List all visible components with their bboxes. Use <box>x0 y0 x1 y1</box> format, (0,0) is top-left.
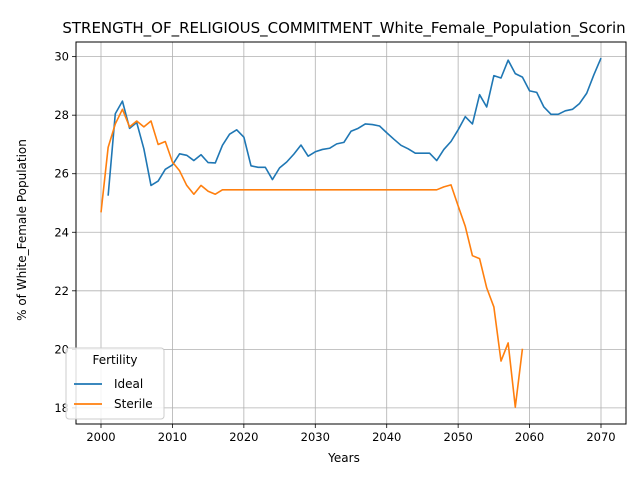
series-line-sterile <box>100 108 524 408</box>
y-tick-label: 18 <box>54 401 69 415</box>
y-tick-label: 26 <box>54 167 69 181</box>
x-tick-label: 2070 <box>586 430 615 444</box>
y-tick-label: 28 <box>54 108 69 122</box>
axis-ticks: 2000 2010 2020 2030 2040 2050 2060 2070 18 20 22 24… <box>54 50 615 444</box>
chart-title: STRENGTH_OF_RELIGIOUS_COMMITMENT_White_F… <box>62 19 625 38</box>
legend-label: Sterile <box>114 397 153 411</box>
x-tick-label: 2030 <box>301 430 330 444</box>
x-tick-label: 2050 <box>444 430 473 444</box>
x-tick-label: 2020 <box>229 430 258 444</box>
x-tick-label: 2060 <box>515 430 544 444</box>
y-tick-label: 30 <box>54 50 69 64</box>
x-axis-label: Years <box>327 451 360 465</box>
x-tick-label: 2010 <box>158 430 187 444</box>
plot-frame <box>75 41 627 425</box>
legend-label: Ideal <box>114 377 143 391</box>
legend: Fertility Ideal Sterile <box>65 347 165 420</box>
series-group <box>100 57 602 408</box>
x-tick-label: 2040 <box>372 430 401 444</box>
series-line-ideal <box>107 57 602 196</box>
y-tick-label: 22 <box>54 284 69 298</box>
legend-title: Fertility <box>92 353 137 367</box>
y-tick-label: 20 <box>54 342 69 356</box>
y-axis-label: % of White_Female Population <box>15 139 29 321</box>
x-tick-label: 2000 <box>86 430 115 444</box>
legend-box <box>65 347 165 420</box>
grid <box>76 42 626 424</box>
y-tick-label: 24 <box>54 225 69 239</box>
